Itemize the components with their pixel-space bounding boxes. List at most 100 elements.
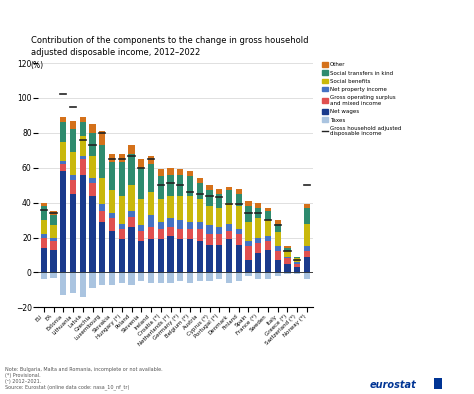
Bar — [167, 218, 173, 227]
Bar — [206, 225, 213, 234]
Bar — [89, 178, 96, 184]
Bar — [304, 246, 310, 251]
Bar — [99, 211, 105, 222]
Bar — [236, 245, 242, 272]
Bar — [304, 208, 310, 223]
Bar — [70, 180, 76, 194]
Bar — [206, 185, 213, 190]
Legend: Other, Social transfers in kind, Social benefits, Net property income, Gross ope: Other, Social transfers in kind, Social … — [321, 61, 402, 138]
Bar — [197, 184, 203, 199]
Bar — [255, 243, 262, 253]
Bar — [255, 253, 262, 272]
Bar — [109, 230, 115, 272]
Bar — [255, 272, 262, 279]
Bar — [138, 199, 145, 225]
Bar — [89, 133, 96, 156]
Bar — [197, 229, 203, 241]
Bar — [216, 189, 222, 194]
Bar — [148, 156, 154, 164]
Bar — [216, 234, 222, 245]
Bar — [216, 194, 222, 208]
Bar — [265, 272, 271, 279]
Bar — [304, 204, 310, 208]
Bar — [236, 234, 242, 245]
Bar — [246, 246, 252, 260]
Bar — [197, 178, 203, 184]
Text: Contribution of the components to the change in gross household
adjusted disposa: Contribution of the components to the ch… — [31, 36, 308, 57]
Bar — [197, 241, 203, 272]
Bar — [109, 213, 115, 218]
Bar — [226, 272, 232, 283]
Bar — [187, 171, 193, 177]
Bar — [246, 260, 252, 272]
Bar — [60, 272, 66, 295]
Bar — [187, 222, 193, 229]
Bar — [148, 192, 154, 215]
Bar — [148, 239, 154, 272]
Bar — [128, 145, 135, 154]
Bar — [236, 194, 242, 206]
Bar — [80, 272, 86, 297]
Bar — [206, 190, 213, 206]
Bar — [274, 232, 281, 246]
Bar — [128, 217, 135, 227]
Bar — [255, 203, 262, 208]
Bar — [41, 272, 47, 279]
Bar — [304, 257, 310, 272]
Bar — [177, 229, 183, 239]
Bar — [255, 218, 262, 238]
Bar — [118, 239, 125, 272]
Bar — [118, 229, 125, 239]
Text: Note: Bulgaria, Malta and Romania, incomplete or not available.
(*) Provisional.: Note: Bulgaria, Malta and Romania, incom… — [5, 367, 163, 390]
Bar — [284, 248, 291, 251]
Bar — [177, 220, 183, 229]
Bar — [197, 199, 203, 222]
Bar — [70, 152, 76, 175]
Bar — [197, 272, 203, 281]
Bar — [138, 168, 145, 199]
Bar — [99, 131, 105, 145]
Bar — [265, 250, 271, 272]
Bar — [128, 185, 135, 211]
Bar — [70, 121, 76, 129]
Bar — [304, 223, 310, 246]
Bar — [274, 272, 281, 276]
Bar — [284, 258, 291, 264]
Bar — [157, 199, 164, 222]
Bar — [246, 222, 252, 241]
Bar — [246, 201, 252, 206]
Bar — [118, 154, 125, 162]
Bar — [206, 245, 213, 272]
Bar — [274, 251, 281, 260]
Bar — [41, 203, 47, 206]
Bar — [206, 206, 213, 225]
Bar — [138, 230, 145, 241]
Bar — [138, 225, 145, 230]
Bar — [118, 162, 125, 196]
Bar — [167, 227, 173, 236]
Bar — [265, 236, 271, 241]
Bar — [157, 177, 164, 199]
Bar — [148, 272, 154, 283]
Bar — [60, 117, 66, 123]
Bar — [99, 178, 105, 204]
Bar — [138, 241, 145, 272]
Bar — [60, 171, 66, 272]
Bar — [274, 220, 281, 223]
Bar — [216, 227, 222, 234]
Bar — [177, 169, 183, 175]
Bar — [187, 272, 193, 283]
Bar — [274, 260, 281, 272]
Bar — [99, 272, 105, 284]
Bar — [206, 234, 213, 245]
Bar — [41, 220, 47, 234]
Bar — [284, 251, 291, 257]
Bar — [187, 229, 193, 239]
Bar — [128, 154, 135, 185]
Bar — [50, 225, 57, 238]
Bar — [167, 236, 173, 272]
Bar — [265, 220, 271, 236]
Bar — [80, 159, 86, 175]
Bar — [294, 264, 301, 267]
Bar — [226, 239, 232, 272]
